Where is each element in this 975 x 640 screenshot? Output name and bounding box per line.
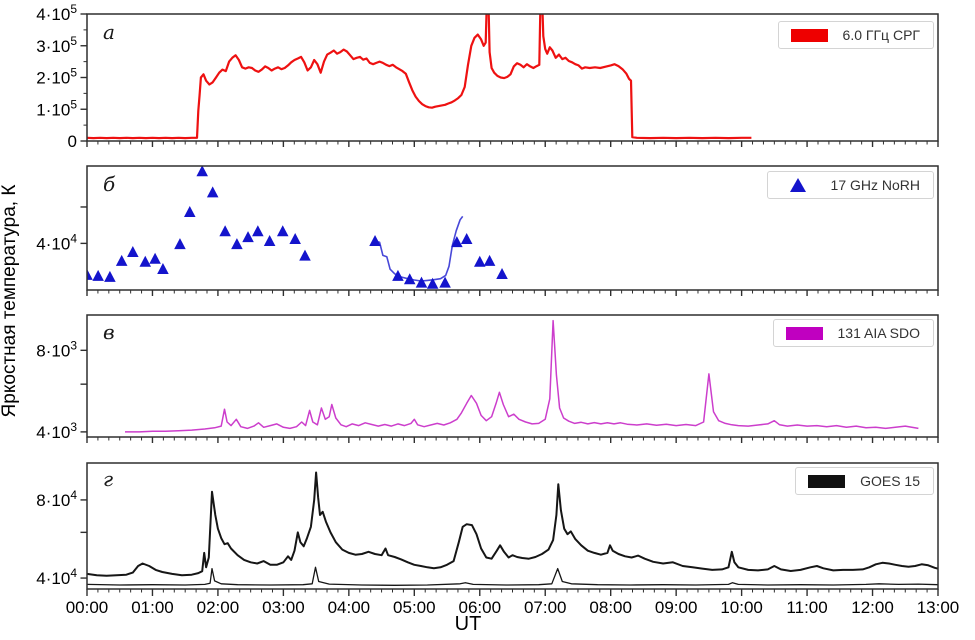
svg-text:10:00: 10:00 (720, 598, 763, 617)
svg-text:4·103: 4·103 (36, 420, 77, 442)
svg-text:0: 0 (68, 132, 77, 151)
svg-text:3·105: 3·105 (36, 34, 77, 56)
black-line-swatch-icon (808, 474, 846, 488)
svg-text:1·105: 1·105 (36, 97, 77, 119)
legend-srg-label: 6.0 ГГц СРГ (842, 27, 920, 43)
red-line-swatch-icon (790, 28, 828, 42)
svg-text:2·105: 2·105 (36, 66, 77, 88)
x-axis-label: UT (454, 613, 482, 635)
svg-text:00:00: 00:00 (66, 598, 109, 617)
svg-text:4·104: 4·104 (36, 231, 77, 253)
svg-text:08:00: 08:00 (589, 598, 632, 617)
svg-text:01:00: 01:00 (131, 598, 174, 617)
svg-text:09:00: 09:00 (655, 598, 698, 617)
legend-goes: GOES 15 (795, 467, 934, 495)
svg-text:03:00: 03:00 (262, 598, 305, 617)
svg-text:11:00: 11:00 (786, 598, 827, 617)
panel-v-letter: в (103, 320, 115, 344)
panel-a-letter: а (103, 20, 115, 44)
svg-text:02:00: 02:00 (197, 598, 240, 617)
svg-text:4·105: 4·105 (36, 2, 77, 24)
panel-g-letter: г (103, 467, 114, 491)
svg-text:04:00: 04:00 (328, 598, 371, 617)
svg-text:06:00: 06:00 (458, 598, 501, 617)
svg-text:8·104: 8·104 (36, 488, 77, 510)
legend-norh: 17 GHz NoRH (766, 171, 934, 199)
panel-b-letter: б (103, 172, 116, 196)
y-axis-label: Яркостная температура, К (0, 184, 20, 418)
svg-text:4·104: 4·104 (36, 566, 77, 588)
svg-text:8·103: 8·103 (36, 338, 77, 360)
blue-triangle-swatch-icon (789, 178, 806, 192)
magenta-line-swatch-icon (785, 326, 823, 340)
svg-text:12:00: 12:00 (851, 598, 894, 617)
legend-aia: 131 AIA SDO (772, 319, 934, 347)
svg-text:05:00: 05:00 (393, 598, 436, 617)
legend-srg: 6.0 ГГц СРГ (777, 21, 934, 49)
legend-goes-label: GOES 15 (860, 473, 920, 489)
svg-text:07:00: 07:00 (524, 598, 567, 617)
legend-norh-label: 17 GHz NoRH (830, 177, 920, 193)
svg-text:13:00: 13:00 (917, 598, 960, 617)
legend-aia-label: 131 AIA SDO (837, 325, 921, 341)
